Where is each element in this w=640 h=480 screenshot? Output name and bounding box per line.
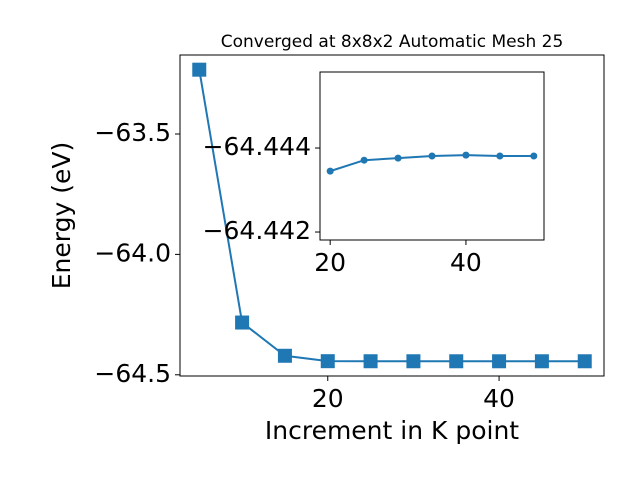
x-tick-label: 40 (483, 384, 515, 413)
marker (360, 156, 368, 164)
marker (496, 152, 504, 160)
marker (406, 354, 421, 369)
marker (277, 348, 292, 363)
marker (428, 152, 436, 160)
marker (492, 354, 507, 369)
y-tick-label: −63.5 (94, 118, 171, 147)
x-axis-label: Increment in K point (265, 416, 519, 445)
y-tick-label: −64.0 (94, 238, 171, 267)
y-tick-label: −64.442 (203, 216, 311, 245)
series-line (198, 69, 585, 363)
x-tick-label: 40 (450, 248, 482, 277)
marker (394, 154, 402, 162)
marker (363, 354, 378, 369)
marker (530, 152, 538, 160)
marker (320, 354, 335, 369)
marker (462, 151, 470, 159)
marker (577, 354, 592, 369)
marker (235, 315, 250, 330)
marker (534, 354, 549, 369)
marker (326, 167, 334, 175)
x-tick-label: 20 (312, 384, 344, 413)
y-tick-label: −64.5 (94, 359, 171, 388)
marker (192, 62, 207, 77)
x-tick-label: 20 (314, 248, 346, 277)
y-axis-label: Energy (eV) (47, 142, 76, 289)
marker (449, 354, 464, 369)
y-tick-label: −64.444 (203, 132, 311, 161)
chart-title: Converged at 8x8x2 Automatic Mesh 25 (221, 32, 564, 52)
